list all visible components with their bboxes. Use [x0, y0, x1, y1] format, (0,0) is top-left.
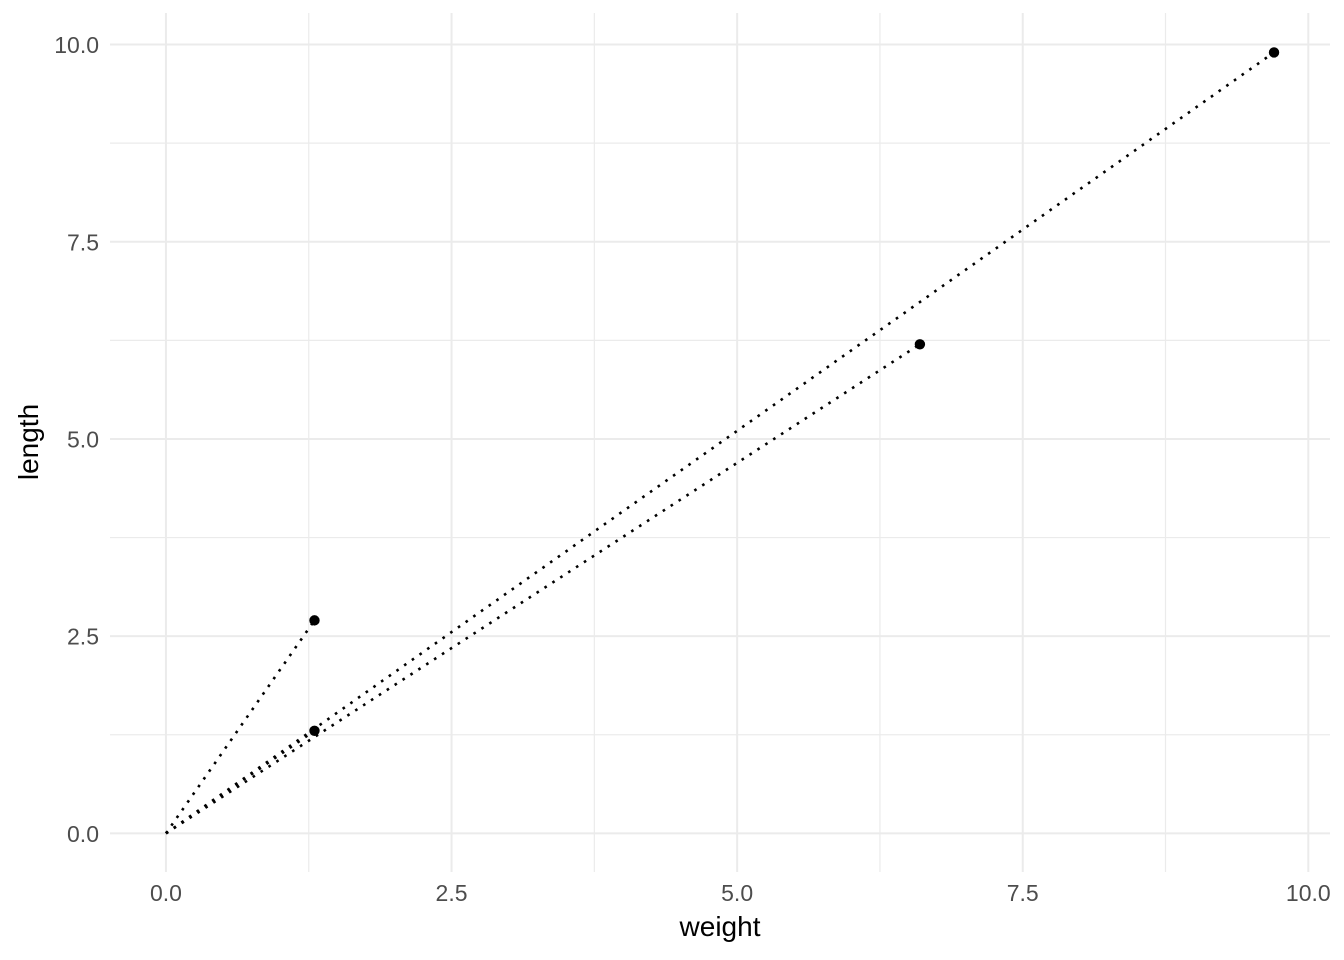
data-point: [1268, 47, 1280, 58]
x-tick-label: 10.0: [1286, 880, 1331, 906]
tick-labels-layer: 0.0 2.5 5.0 7.5 10.0 0.0 2.5 5.0 7.5 10.0: [54, 32, 1330, 906]
y-tick-label: 7.5: [67, 229, 99, 255]
x-tick-label: 7.5: [1007, 880, 1039, 906]
data-point: [914, 339, 926, 350]
origin-segment: [164, 619, 316, 835]
x-tick-label: 0.0: [150, 880, 182, 906]
origin-segment: [165, 343, 921, 835]
marks-layer: [164, 47, 1280, 835]
x-axis-title: weight: [679, 911, 761, 942]
y-tick-label: 10.0: [54, 32, 99, 58]
x-tick-label: 2.5: [436, 880, 468, 906]
y-axis-title: length: [13, 404, 44, 480]
data-point: [309, 615, 320, 626]
data-point: [309, 725, 320, 737]
y-tick-label: 0.0: [67, 821, 99, 847]
origin-segment: [165, 729, 316, 835]
grid-layer: [110, 13, 1330, 872]
origin-segment: [165, 51, 1275, 835]
y-tick-label: 5.0: [67, 426, 99, 452]
y-tick-label: 2.5: [67, 624, 99, 650]
x-tick-label: 5.0: [721, 880, 753, 906]
